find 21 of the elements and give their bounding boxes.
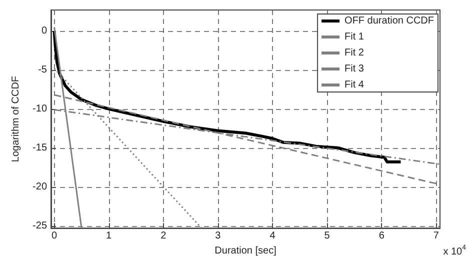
x-tick-label: 4 [270,230,276,242]
x-tick-label: 5 [324,230,330,242]
y-tick-label: 0 [41,26,48,37]
y-tick-label: -10 [32,103,48,114]
y-tick-label: -25 [32,220,48,232]
x-tick-label: 6 [378,230,385,242]
legend-label: Fit 4 [344,80,364,90]
y-tick-label: -15 [32,142,48,154]
y-tick-label: -5 [38,64,48,76]
legend-label: OFF duration CCDF [344,16,434,26]
x-tick-label: 7 [433,230,440,242]
x-axis-title: Duration [sec] [214,246,277,256]
x-tick-label: 2 [160,230,167,242]
y-tick-label: -20 [32,181,48,192]
legend-label: Fit 2 [344,48,364,58]
x-tick-label: 3 [215,230,222,242]
x-tick-label: 1 [106,230,112,242]
y-axis-title: Logarithm of CCDF [10,76,22,162]
legend-label: Fit 1 [344,32,364,42]
legend-label: Fit 3 [344,64,364,74]
x-tick-label: 0 [51,230,58,242]
